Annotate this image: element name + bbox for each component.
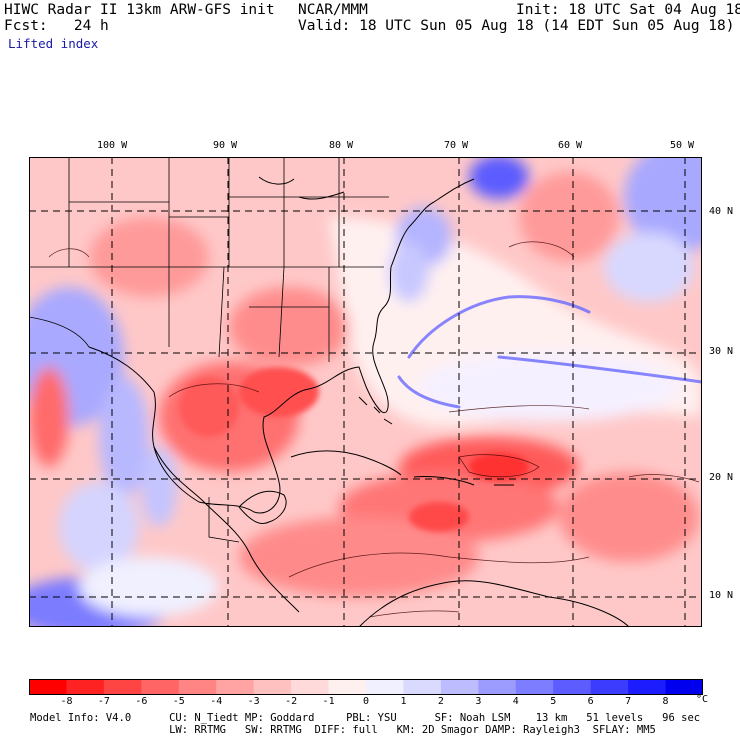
lon-label: 50 W xyxy=(670,140,695,151)
valid-time: Valid: 18 UTC Sun 05 Aug 18 (14 EDT Sun … xyxy=(298,18,735,34)
colorbar-tick-label: 3 xyxy=(475,696,482,707)
colorbar-cell xyxy=(216,679,255,695)
colorbar-cell xyxy=(628,679,667,695)
colorbar-cell xyxy=(515,679,554,695)
colorbar-cell xyxy=(253,679,292,695)
lat-label: 10 N xyxy=(709,590,734,601)
colorbar-tick-label: 4 xyxy=(512,696,519,707)
colorbar-cell xyxy=(403,679,442,695)
lat-label: 20 N xyxy=(709,472,734,483)
forecast-hour: Fcst: 24 h xyxy=(4,18,109,34)
lon-label: 100 W xyxy=(97,140,128,151)
colorbar-tick-label: -5 xyxy=(172,696,185,707)
colorbar-tick-label: 1 xyxy=(400,696,407,707)
colorbar xyxy=(29,679,703,695)
coastlines xyxy=(88,176,630,627)
colorbar-cell xyxy=(440,679,479,695)
colorbar-tick-label: 8 xyxy=(662,696,669,707)
model-info-line2: LW: RRTMG SW: RRTMG DIFF: full KM: 2D Sm… xyxy=(30,724,656,736)
colorbar-tick-label: -7 xyxy=(97,696,110,707)
institution-label: NCAR/MMM xyxy=(298,2,368,18)
colorbar-cell xyxy=(478,679,517,695)
colorbar-tick-label: -4 xyxy=(210,696,223,707)
colorbar-cell xyxy=(141,679,180,695)
colorbar-cell xyxy=(366,679,404,695)
colorbar-tick-label: -8 xyxy=(60,696,73,707)
lon-label: 90 W xyxy=(213,140,238,151)
lon-label: 60 W xyxy=(558,140,583,151)
field-name: Lifted index xyxy=(8,36,99,51)
colorbar-unit: °C xyxy=(696,694,709,705)
colorbar-tick-label: 7 xyxy=(625,696,632,707)
init-time: Init: 18 UTC Sat 04 Aug 18 xyxy=(516,2,740,18)
model-info-line1: Model Info: V4.0 CU: N_Tiedt MP: Goddard… xyxy=(30,712,701,724)
colorbar-tick-label: 5 xyxy=(550,696,557,707)
colorbar-tick-label: 6 xyxy=(587,696,594,707)
model-title: HIWC Radar II 13km ARW-GFS init xyxy=(4,2,275,18)
lon-label: 70 W xyxy=(444,140,469,151)
colorbar-cell xyxy=(590,679,629,695)
colorbar-cell xyxy=(328,679,367,695)
colorbar-tick-label: -3 xyxy=(247,696,260,707)
colorbar-cell xyxy=(553,679,592,695)
lifted-index-map xyxy=(29,157,702,627)
colorbar-cell xyxy=(66,679,105,695)
colorbar-cell xyxy=(29,679,67,695)
colorbar-tick-label: 0 xyxy=(363,696,370,707)
colorbar-tick-label: -1 xyxy=(322,696,335,707)
colorbar-tick-label: -2 xyxy=(285,696,298,707)
graticule xyxy=(29,157,702,627)
colorbar-cell xyxy=(291,679,330,695)
lat-label: 40 N xyxy=(709,206,734,217)
colorbar-cell xyxy=(665,679,703,695)
lon-label: 80 W xyxy=(329,140,354,151)
lat-label: 30 N xyxy=(709,346,734,357)
state-borders xyxy=(29,157,389,362)
colorbar-cell xyxy=(103,679,142,695)
colorbar-tick-label: 2 xyxy=(437,696,444,707)
colorbar-tick-label: -6 xyxy=(135,696,148,707)
colorbar-cell xyxy=(178,679,217,695)
